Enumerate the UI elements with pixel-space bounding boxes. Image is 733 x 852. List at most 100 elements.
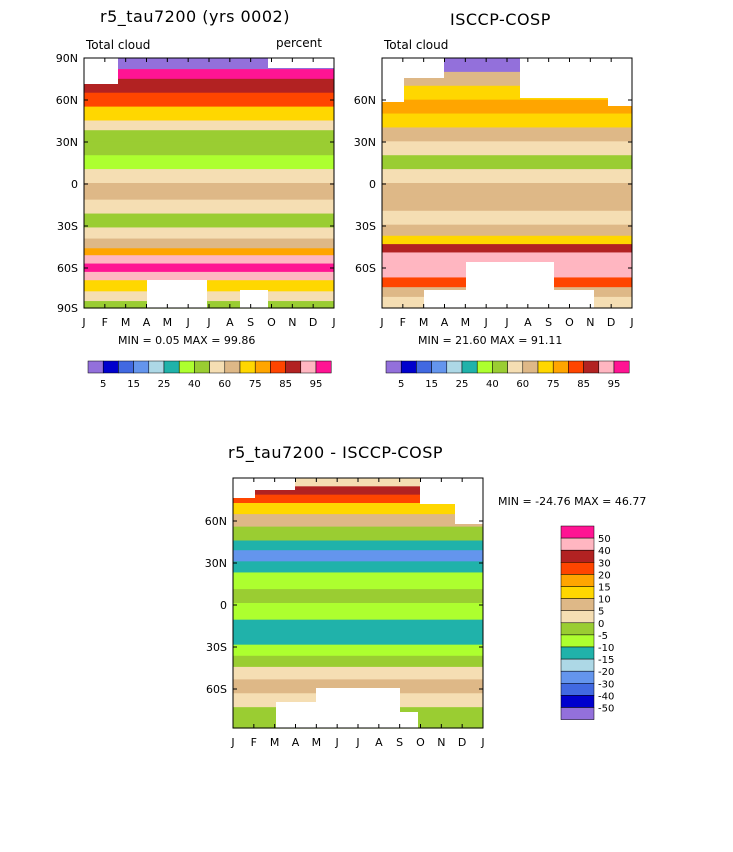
x-tick-label: F — [102, 316, 108, 329]
y-tick-label: 30S — [57, 220, 78, 233]
panel2-band — [382, 169, 632, 184]
x-tick-label: A — [143, 316, 151, 329]
colorbar-cell — [385, 360, 402, 374]
colorbar-label: 50 — [598, 534, 611, 545]
panel2-plot — [381, 57, 633, 309]
panel2-title: ISCCP-COSP — [450, 10, 551, 29]
x-tick-label: J — [230, 736, 234, 749]
colorbar-cell — [560, 670, 595, 684]
x-tick-label: D — [309, 316, 317, 329]
y-tick-label: 90S — [57, 302, 78, 315]
panel3-colorbar — [560, 525, 595, 720]
colorbar-label: 5 — [100, 379, 106, 390]
colorbar-label: 5 — [598, 607, 604, 618]
panel1-band — [84, 280, 334, 292]
x-tick-label: J — [186, 316, 190, 329]
x-tick-label: M — [163, 316, 173, 329]
panel3-band — [233, 644, 483, 657]
colorbar-label: 60 — [218, 379, 231, 390]
panel3-band — [233, 619, 483, 635]
panel2-band — [382, 155, 632, 170]
panel2-band — [382, 252, 632, 267]
missing-data-mask — [554, 290, 594, 308]
missing-data-mask — [466, 262, 554, 308]
missing-data-mask — [382, 58, 404, 102]
colorbar-label: -20 — [598, 667, 614, 678]
panel3-band — [233, 478, 483, 487]
colorbar-cell — [560, 586, 595, 599]
panel2-band — [382, 244, 632, 254]
y-tick-label: 30S — [206, 641, 227, 654]
x-tick-label: S — [396, 736, 403, 749]
colorbar-cell — [560, 549, 595, 563]
missing-data-mask — [276, 702, 316, 728]
missing-data-mask — [255, 478, 295, 490]
x-tick-label: J — [379, 316, 383, 329]
colorbar-cell — [568, 360, 584, 374]
y-tick-label: 90N — [56, 52, 78, 65]
colorbar-label: 60 — [516, 379, 529, 390]
missing-data-mask — [233, 478, 255, 498]
x-tick-label: D — [458, 736, 466, 749]
panel3-band — [233, 540, 483, 551]
panel1-band — [84, 78, 334, 94]
panel1-band — [84, 130, 334, 142]
colorbar-cell — [560, 610, 595, 624]
panel3-stats: MIN = -24.76 MAX = 46.77 — [498, 495, 647, 508]
colorbar-cell — [552, 360, 569, 374]
x-tick-label: J — [629, 316, 633, 329]
panel1-stats: MIN = 0.05 MAX = 99.86 — [118, 334, 256, 347]
y-tick-label: 0 — [71, 178, 78, 191]
missing-data-mask — [147, 280, 207, 308]
x-tick-label: M — [312, 736, 322, 749]
colorbar-label: 30 — [598, 558, 611, 569]
panel3-band — [233, 655, 483, 668]
panel2-band — [382, 127, 632, 142]
colorbar-cell — [431, 360, 448, 374]
colorbar-cell — [285, 360, 302, 374]
y-tick-label: 30N — [205, 557, 227, 570]
colorbar-label: 40 — [598, 546, 611, 557]
colorbar-cell — [300, 360, 317, 374]
colorbar-label: 0 — [598, 619, 604, 630]
colorbar-label: -30 — [598, 679, 614, 690]
panel1-plot — [83, 57, 335, 309]
x-tick-label: O — [565, 316, 574, 329]
colorbar-label: 40 — [486, 379, 499, 390]
x-tick-label: J — [480, 736, 484, 749]
colorbar-cell — [537, 360, 554, 374]
x-tick-label: J — [504, 316, 508, 329]
panel1-band — [84, 58, 334, 70]
colorbar-cell — [163, 360, 180, 374]
colorbar-cell — [507, 360, 524, 374]
panel3-band — [233, 589, 483, 604]
colorbar-label: 10 — [598, 595, 611, 606]
missing-data-mask — [404, 58, 444, 78]
colorbar-label: 95 — [608, 379, 621, 390]
panel2-colorbar — [385, 360, 630, 374]
colorbar-cell — [270, 360, 286, 374]
panel2-band — [382, 113, 632, 129]
colorbar-cell — [209, 360, 226, 374]
panel3-band — [233, 679, 483, 694]
x-tick-label: M — [121, 316, 131, 329]
panel2-band — [382, 235, 632, 245]
colorbar-cell — [560, 658, 595, 672]
colorbar-cell — [133, 360, 150, 374]
y-tick-label: 60N — [56, 94, 78, 107]
colorbar-cell — [583, 360, 600, 374]
colorbar-label: 40 — [188, 379, 201, 390]
x-tick-label: O — [416, 736, 425, 749]
panel1-band — [84, 263, 334, 273]
y-tick-label: 0 — [220, 599, 227, 612]
panel1-band — [84, 120, 334, 131]
colorbar-label: 20 — [598, 570, 611, 581]
panel1-subtitle-right: percent — [276, 36, 322, 50]
colorbar-cell — [560, 683, 595, 696]
x-tick-label: M — [461, 316, 471, 329]
colorbar-label: 85 — [577, 379, 590, 390]
x-tick-label: N — [586, 316, 594, 329]
missing-data-mask — [420, 478, 483, 504]
panel1-band — [84, 69, 334, 80]
colorbar-cell — [224, 360, 241, 374]
